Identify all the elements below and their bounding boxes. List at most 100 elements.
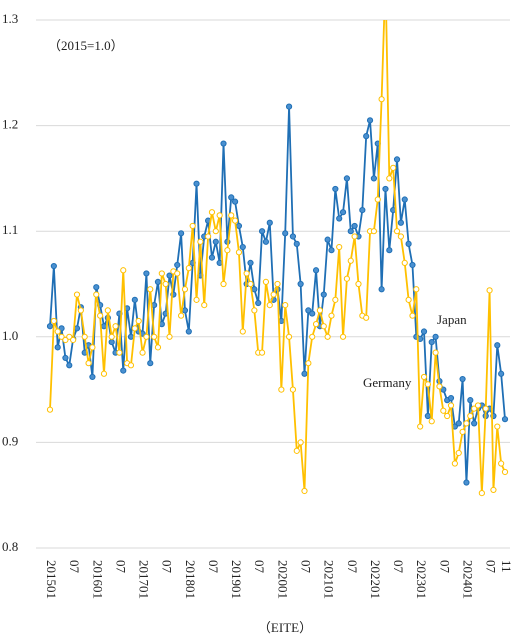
point: [116, 349, 123, 356]
point: [324, 333, 331, 340]
point: [312, 267, 320, 274]
point: [251, 286, 258, 293]
point: [50, 317, 57, 325]
y-tick-label: 1.0: [2, 328, 18, 343]
point: [282, 230, 289, 237]
point: [239, 328, 246, 335]
x-tick-label: 201701: [137, 560, 152, 599]
point: [405, 240, 412, 247]
x-tick-label: 202301: [414, 560, 429, 599]
x-tick-label: 07: [437, 560, 452, 574]
point: [309, 333, 316, 340]
point: [397, 219, 404, 226]
x-tick-label: 07: [160, 560, 175, 574]
x-axis-label: （EITE）: [258, 620, 312, 635]
point: [332, 185, 339, 193]
point: [386, 247, 393, 254]
point: [178, 230, 185, 237]
x-tick-label: 07: [391, 560, 406, 574]
point: [351, 222, 358, 230]
point: [154, 278, 162, 285]
point: [359, 206, 366, 214]
x-tick-label: 07: [252, 560, 267, 574]
point: [370, 228, 377, 235]
y-tick-label: 0.9: [2, 433, 18, 448]
point: [54, 328, 61, 335]
point: [424, 381, 431, 388]
point: [70, 336, 77, 344]
point: [401, 259, 408, 266]
point: [181, 286, 189, 293]
point: [262, 278, 270, 285]
point: [185, 328, 192, 335]
point: [100, 370, 108, 377]
point: [494, 423, 501, 430]
point: [297, 280, 304, 288]
point: [220, 280, 227, 288]
point: [93, 291, 100, 298]
point: [463, 479, 470, 486]
point: [432, 349, 439, 356]
point: [143, 270, 150, 277]
series-line: [49, 20, 506, 494]
point: [343, 275, 351, 282]
point: [158, 270, 165, 277]
point: [409, 312, 416, 319]
point: [447, 402, 455, 409]
point: [347, 228, 354, 235]
point: [46, 323, 54, 330]
point: [393, 228, 401, 235]
point: [501, 468, 509, 476]
point: [120, 367, 127, 374]
point: [374, 196, 381, 203]
point: [428, 418, 435, 425]
point: [135, 317, 142, 325]
x-tick-label: 201601: [90, 560, 105, 599]
point: [224, 247, 231, 254]
point: [220, 140, 227, 147]
point: [58, 325, 65, 332]
point: [231, 198, 239, 205]
point: [440, 407, 447, 414]
point: [336, 215, 343, 222]
point: [378, 96, 385, 103]
point: [178, 312, 185, 319]
point: [328, 247, 335, 254]
point: [247, 280, 254, 288]
point: [424, 412, 431, 420]
annotation: （2015=1.0）: [48, 38, 124, 53]
point: [312, 321, 320, 328]
point: [147, 360, 154, 367]
point: [471, 405, 478, 412]
point: [282, 302, 289, 309]
x-tick-label: 07: [345, 560, 360, 574]
point: [193, 180, 200, 187]
point: [347, 257, 354, 264]
point: [108, 333, 115, 340]
point: [258, 228, 266, 235]
point: [127, 362, 135, 369]
point: [444, 412, 451, 420]
point: [93, 284, 100, 291]
point: [301, 370, 308, 377]
point: [243, 270, 250, 277]
y-tick-label: 1.3: [2, 11, 18, 26]
point: [455, 449, 462, 457]
point: [297, 439, 304, 446]
point: [151, 333, 158, 340]
point: [490, 486, 497, 494]
point: [478, 489, 485, 497]
point: [185, 265, 192, 272]
point: [266, 302, 273, 309]
point: [104, 307, 111, 314]
point: [89, 373, 96, 381]
x-tick-label: 201901: [229, 560, 244, 599]
point: [154, 344, 162, 351]
y-tick-label: 1.1: [2, 222, 18, 237]
point: [289, 386, 297, 393]
point: [139, 349, 146, 356]
point: [339, 209, 347, 216]
point: [332, 296, 339, 303]
point: [212, 228, 219, 235]
point: [89, 344, 96, 351]
